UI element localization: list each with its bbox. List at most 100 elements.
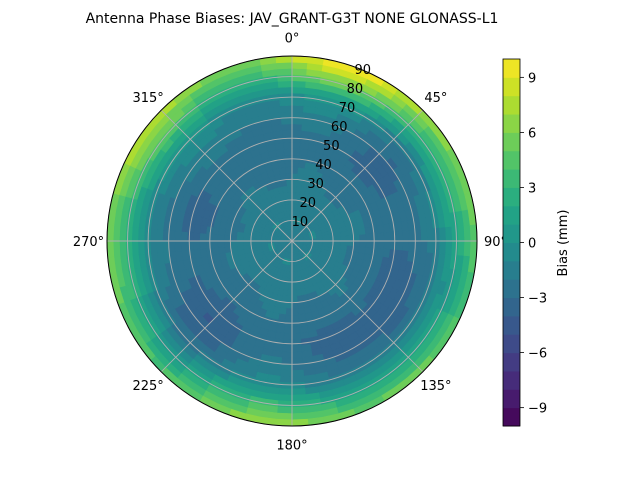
field-cell — [291, 98, 305, 107]
colorbar-segment — [503, 389, 520, 409]
field-cell — [291, 92, 306, 101]
grid-spoke — [291, 240, 424, 373]
field-cell — [322, 237, 330, 242]
field-cell — [291, 289, 298, 297]
field-cell — [469, 224, 477, 242]
field-cell — [174, 240, 182, 252]
field-cell — [277, 400, 293, 408]
field-cell — [426, 228, 435, 242]
theta-tick-label: 0° — [285, 32, 300, 47]
field-cell — [445, 240, 453, 256]
field-cell — [334, 236, 342, 242]
field-cell — [291, 406, 308, 414]
field-cell — [297, 307, 306, 316]
field-cell — [279, 375, 293, 384]
field-cell — [279, 105, 293, 113]
field-cell — [125, 240, 133, 256]
field-cell — [254, 240, 262, 245]
radial-tick-label: 30 — [307, 177, 324, 192]
theta-tick-label: 315° — [132, 91, 163, 106]
colorbar-segment — [503, 169, 520, 188]
field-cell — [420, 240, 428, 254]
field-cell — [346, 240, 354, 247]
field-cell — [199, 232, 207, 242]
field-cell — [432, 227, 441, 242]
field-cell — [291, 68, 308, 76]
colorbar-tick-label: 6 — [528, 126, 536, 141]
field-cell — [291, 369, 305, 377]
field-cell — [291, 117, 304, 125]
theta-tick-label: 270° — [73, 235, 104, 250]
field-cell — [291, 351, 303, 359]
colorbar-segment — [503, 95, 520, 115]
colorbar-segment — [503, 315, 520, 335]
field-cell — [291, 363, 304, 371]
field-cell — [288, 203, 293, 211]
colorbar-segment — [503, 260, 520, 280]
field-cell — [248, 240, 256, 246]
field-cell — [283, 142, 293, 150]
field-cell — [359, 240, 367, 248]
field-cell — [285, 172, 293, 180]
field-cell — [283, 326, 293, 334]
field-cell — [168, 240, 176, 253]
colorbar-segment — [503, 279, 520, 299]
field-cell — [137, 227, 145, 242]
radial-tick-label: 80 — [347, 82, 364, 97]
field-cell — [445, 226, 453, 242]
field-cell — [377, 240, 385, 250]
field-cell — [143, 240, 152, 255]
field-cell — [291, 332, 301, 340]
theta-tick-label: 90° — [484, 235, 507, 250]
field-cell — [469, 240, 477, 258]
radial-tick-label: 20 — [299, 196, 316, 211]
field-cell — [451, 226, 459, 242]
field-cell — [137, 240, 145, 255]
field-cell — [359, 234, 367, 242]
field-cell — [432, 240, 441, 255]
field-cell — [286, 295, 293, 303]
field-cell — [291, 148, 301, 156]
field-cell — [156, 228, 164, 242]
field-cell — [420, 228, 428, 242]
field-cell — [296, 295, 304, 303]
field-cell — [414, 240, 422, 253]
field-cell — [291, 135, 302, 144]
field-cell — [291, 154, 300, 162]
field-cell — [283, 332, 293, 340]
radial-tick-label: 40 — [315, 158, 332, 173]
field-cell — [281, 129, 293, 137]
field-cell — [291, 388, 306, 396]
field-cell — [346, 235, 354, 242]
field-cell — [291, 418, 309, 426]
field-cell — [365, 233, 373, 242]
field-cell — [242, 240, 250, 246]
field-cell — [291, 394, 307, 402]
field-cell — [291, 314, 300, 322]
colorbar-segment — [503, 150, 520, 170]
colorbar-label: Bias (mm) — [556, 210, 571, 277]
field-cell — [383, 232, 391, 242]
field-cell — [280, 363, 293, 371]
field-cell — [291, 308, 299, 316]
field-cell — [291, 271, 296, 279]
grid-spoke — [291, 109, 424, 242]
field-cell — [277, 74, 293, 82]
field-cell — [275, 56, 293, 64]
field-cell — [291, 80, 307, 88]
grid-spoke — [160, 240, 293, 373]
field-cell — [457, 240, 465, 257]
field-cell — [276, 412, 293, 421]
field-cell — [291, 56, 309, 64]
radial-ticks: 10 20 30 40 50 60 70 80 90 — [292, 63, 371, 230]
field-cell — [284, 320, 293, 328]
field-cell — [291, 179, 298, 187]
field-cell — [291, 345, 303, 353]
colorbar-segment — [503, 114, 520, 133]
field-cell — [408, 240, 416, 253]
chart-title: Antenna Phase Biases: JAV_GRANT-G3T NONE… — [86, 11, 499, 27]
field-cell — [353, 240, 361, 248]
field-cell — [291, 375, 305, 384]
field-cell — [199, 240, 207, 250]
field-cell — [162, 229, 170, 242]
